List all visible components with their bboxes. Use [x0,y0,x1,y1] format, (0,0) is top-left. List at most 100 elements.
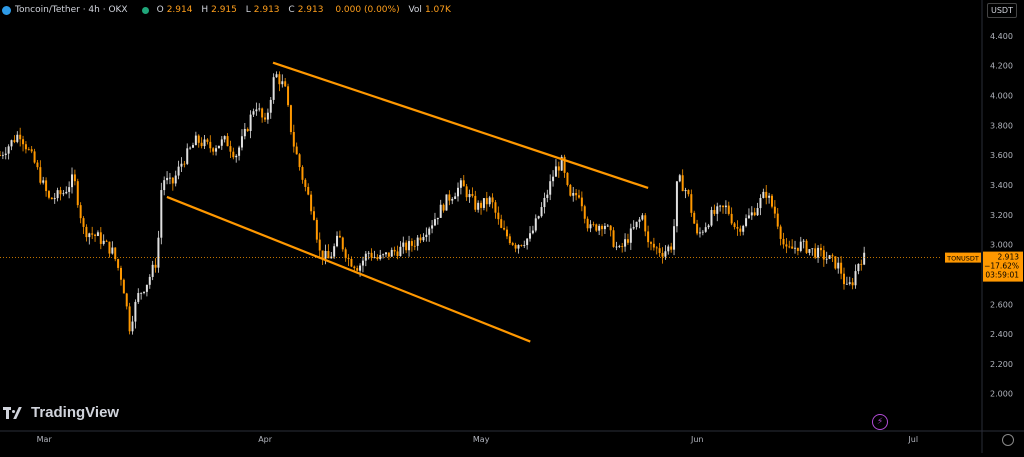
candle-body [42,180,45,183]
candle-body [566,172,569,185]
candle-body [292,132,295,147]
candle-body [364,253,367,261]
candle-body [128,306,131,332]
x-tick-label: Jul [907,435,918,444]
candle-body [799,241,802,251]
candle-body [842,273,845,285]
candle-body [99,232,102,244]
candle-body [310,194,313,212]
flash-icon[interactable]: ⚡ [872,414,888,430]
candle-body [344,249,347,259]
candle-body [7,146,10,154]
candle-body [266,112,269,120]
price-tag-bg [983,251,1023,282]
candle-body [822,250,825,260]
candle-body [232,151,235,158]
candle-body [805,240,808,253]
tradingview-logo-icon [3,406,25,419]
candle-body [433,219,436,226]
candle-body [765,191,768,198]
candle-body [733,223,736,228]
candle-body [500,219,503,228]
candle-body [191,145,194,148]
candle-body [531,230,534,234]
candle-body [249,114,252,131]
candle-body [802,240,805,242]
candle-body [0,155,1,156]
candle-body [47,191,50,198]
y-tick-label: 2.000 [990,390,1013,399]
candle-body [419,237,422,241]
candle-body [552,176,555,182]
candle-body [624,239,627,247]
candles-group [0,71,866,335]
candle-body [445,194,448,211]
candle-body [451,198,454,201]
symbol-info[interactable]: Toncoin/Tether · 4h · OKX [0,5,128,15]
candle-body [226,136,229,147]
candle-body [791,246,794,249]
candle-body [641,215,644,220]
candle-body [629,228,632,243]
candle-body [105,240,108,242]
candle-body [454,196,457,199]
currency-button[interactable]: USDT [987,3,1017,18]
candle-body [857,263,860,272]
candle-body [696,223,699,234]
ohlc-key: Vol [408,5,422,15]
candle-body [177,166,180,176]
candle-body [554,166,557,177]
price-tag-change: −17.62% [984,262,1019,271]
candle-body [13,140,16,142]
candle-body [373,257,376,259]
candle-body [739,228,742,232]
candle-body [223,136,226,140]
candle-body [269,99,272,113]
candle-body [298,154,301,168]
candle-body [186,148,189,164]
candle-body [148,276,151,285]
candle-body [825,258,828,260]
candle-body [220,139,223,146]
candle-body [16,134,19,142]
candle-body [171,177,174,184]
candle-body [85,226,88,238]
candle-body [851,282,854,286]
candle-body [540,207,543,217]
candle-body [425,234,428,237]
candle-body [295,146,298,155]
candle-body [577,195,580,198]
candle-body [592,224,595,226]
candle-body [652,243,655,248]
candle-body [160,190,163,238]
candle-body [563,156,566,173]
candle-body [698,232,701,234]
candle-body [240,136,243,148]
candle-body [678,175,681,182]
tradingview-logo[interactable]: TradingView [3,404,119,421]
candle-body [321,250,324,259]
candle-body [255,109,258,112]
candle-body [779,226,782,239]
candle-body [488,197,491,205]
settings-gear-icon[interactable] [1002,434,1014,446]
candle-body [745,218,748,226]
candle-body [284,81,287,87]
candle-body [396,251,399,257]
candle-body [693,212,696,224]
candle-body [73,174,76,182]
candle-body [102,240,105,244]
candle-body [203,139,206,147]
candle-body [471,194,474,196]
candle-body [189,147,192,149]
candle-body [356,268,359,271]
candle-body [606,225,609,227]
candle-body [482,198,485,208]
candle-body [687,190,690,195]
candle-body [675,181,678,227]
candle-body [644,215,647,232]
candle-body [4,153,7,155]
candle-body [229,146,232,152]
